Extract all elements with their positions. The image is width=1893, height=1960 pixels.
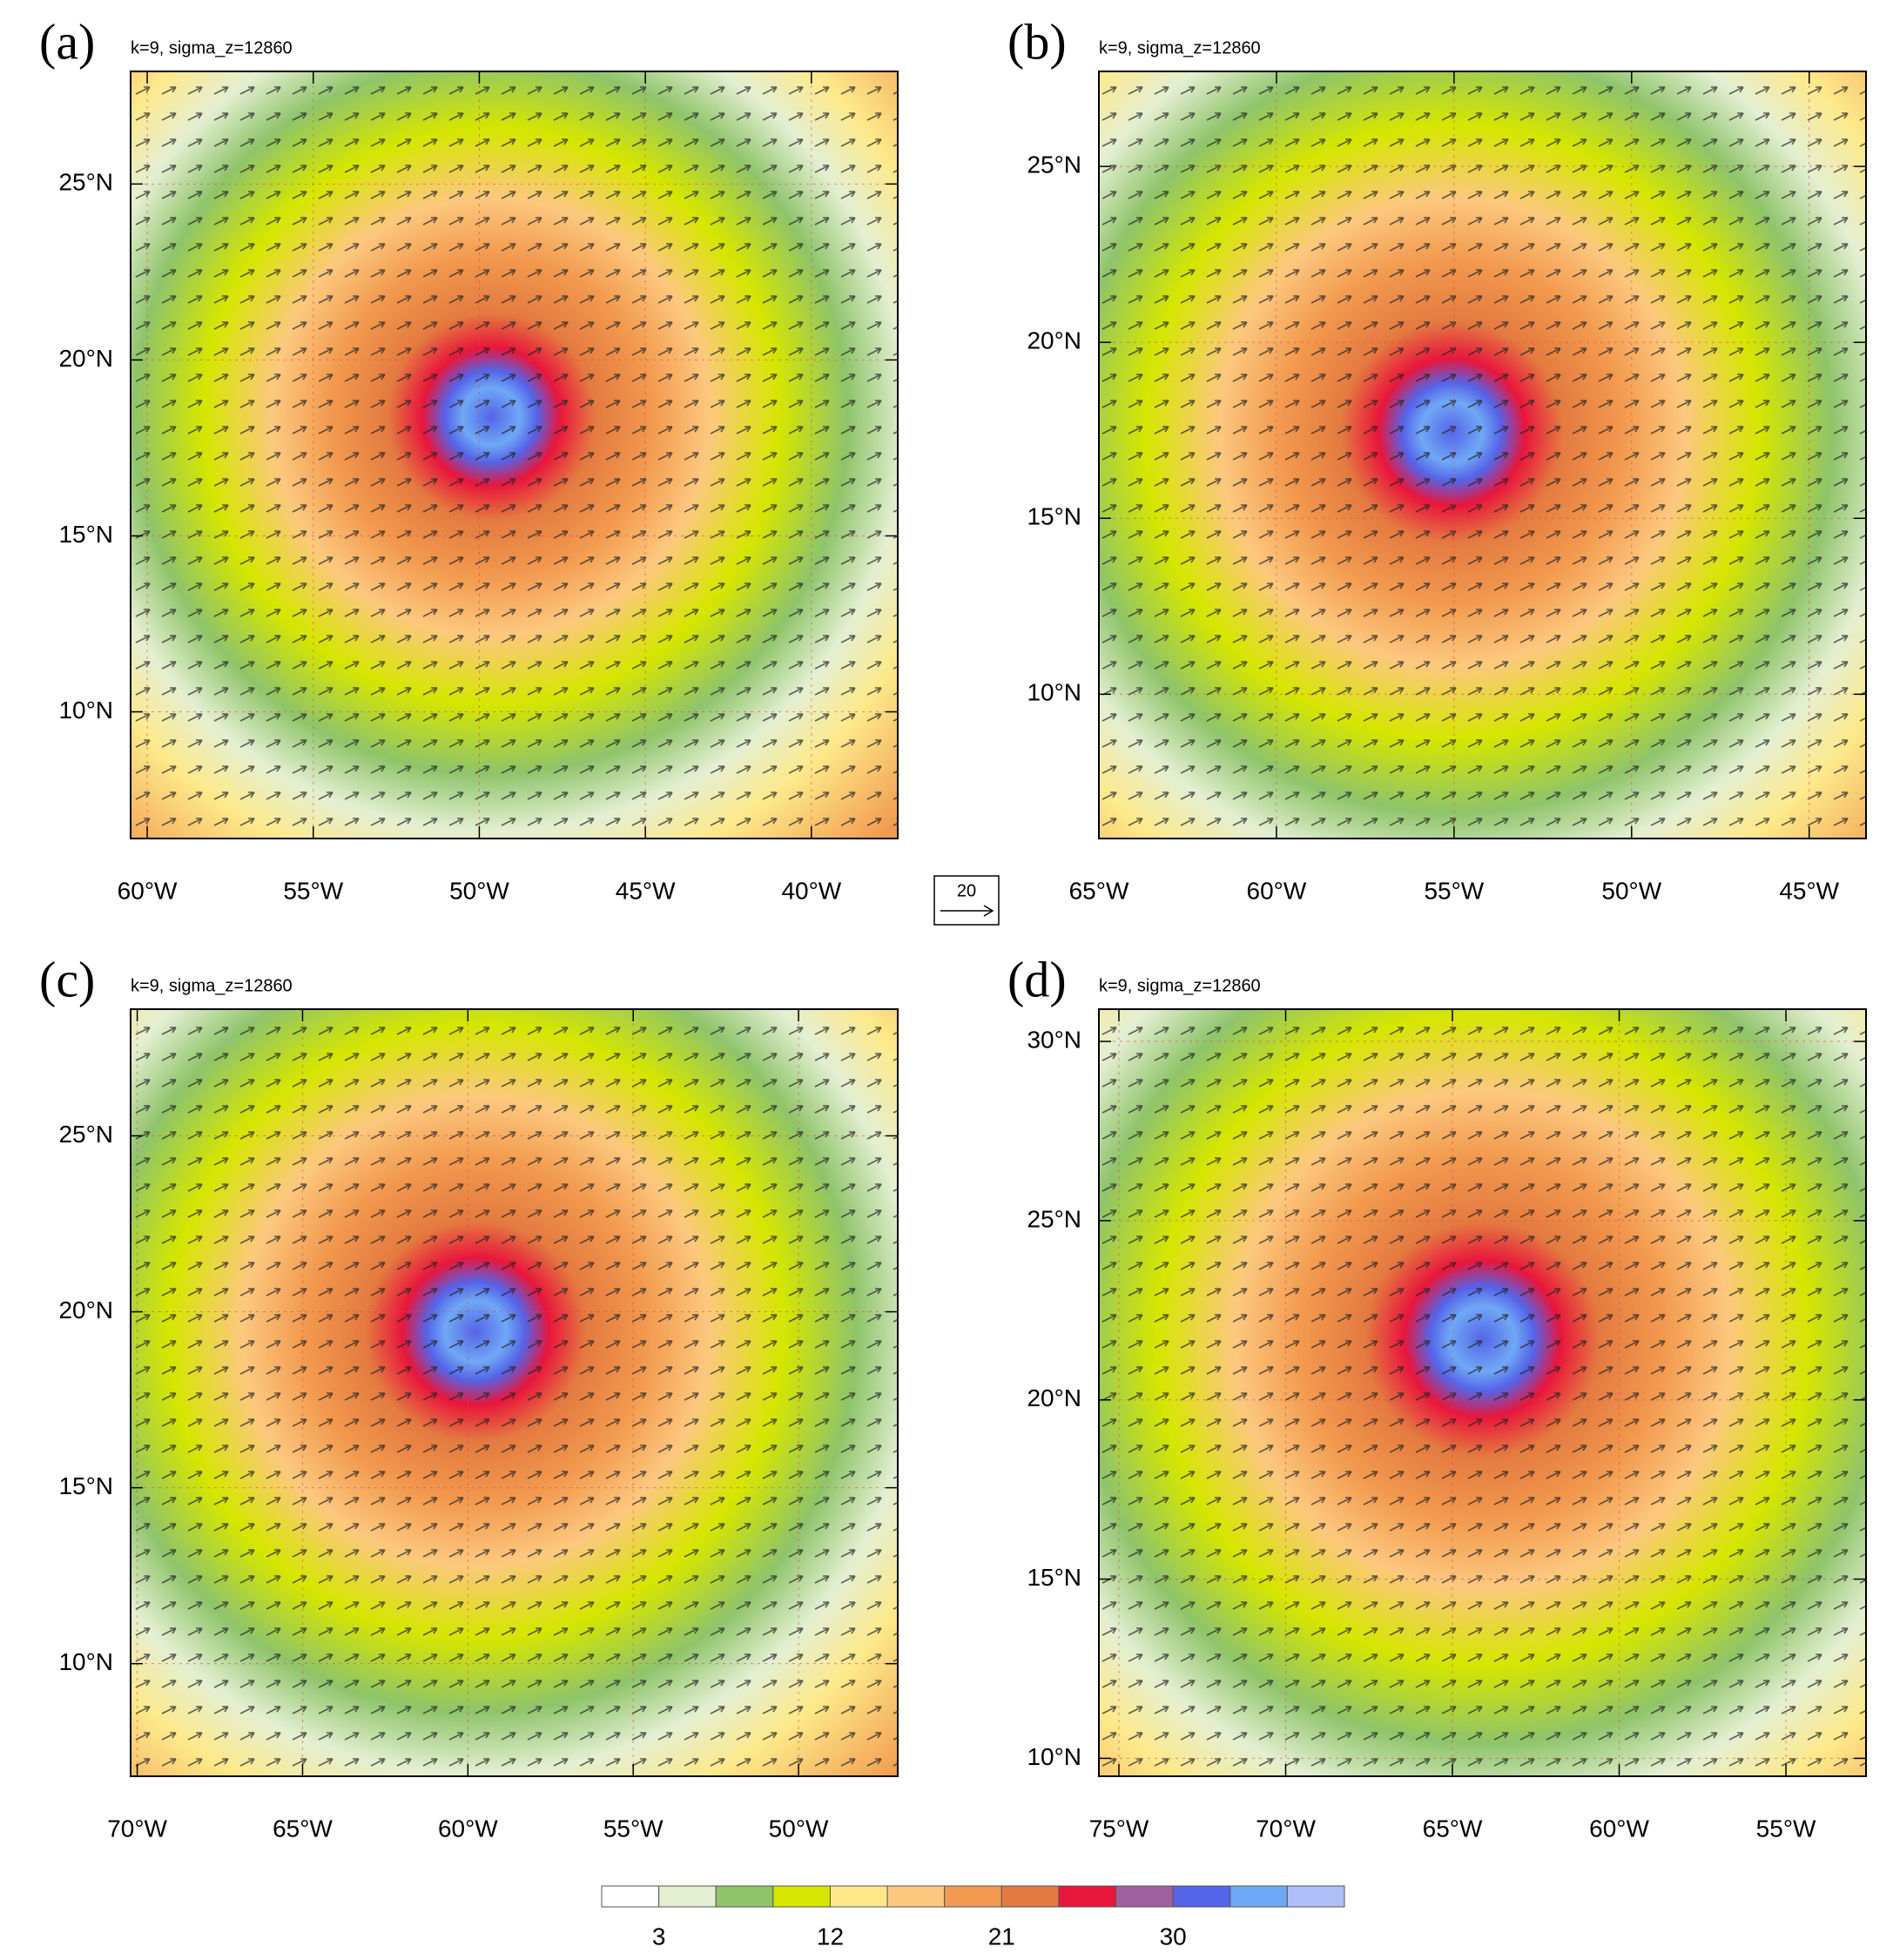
wind-vectors — [131, 71, 898, 839]
map-panel: 60°W 55°W 50°W 45°W 40°W 10°N 15°N 20°N 25°N (a) k… — [39, 13, 899, 904]
y-tick-label: 20°N — [58, 1297, 113, 1324]
colorbar-box — [944, 1885, 1002, 1908]
x-tick-label: 55°W — [1424, 877, 1484, 904]
colorbar-box — [772, 1885, 831, 1908]
y-tick-label: 25°N — [58, 169, 113, 196]
y-tick-label: 10°N — [1027, 1743, 1081, 1770]
colorbar-box — [1286, 1885, 1345, 1908]
wind-vectors — [1099, 1009, 1866, 1776]
x-tick-label: 60°W — [438, 1815, 498, 1842]
map-panel: 75°W 70°W 65°W 60°W 55°W 10°N 15°N 20°N 25°N 30°N… — [1007, 951, 1867, 1842]
x-tick-label: 60°W — [118, 877, 178, 904]
x-tick-label: 50°W — [769, 1815, 829, 1842]
colorbar-tick-label: 12 — [817, 1923, 844, 1950]
x-tick-label: 65°W — [273, 1815, 333, 1842]
reference-vector-label: 20 — [957, 881, 976, 900]
colorbar-box — [1115, 1885, 1174, 1908]
plot-frame — [1098, 71, 1867, 839]
x-tick-label: 65°W — [1069, 877, 1129, 904]
wind-vectors — [131, 1009, 898, 1776]
plot-frame — [130, 1008, 899, 1777]
x-tick-label: 70°W — [1256, 1815, 1316, 1842]
x-tick-label: 65°W — [1423, 1815, 1483, 1842]
panel-subtitle: k=9, sigma_z=12860 — [131, 976, 293, 995]
y-tick-label: 15°N — [1027, 1564, 1081, 1591]
map-panel: 70°W 65°W 60°W 55°W 50°W 10°N 15°N 20°N 25°N (c) k… — [39, 951, 899, 1842]
colorbar-tick-label: 21 — [988, 1923, 1015, 1950]
x-tick-label: 60°W — [1247, 877, 1307, 904]
panel-subtitle: k=9, sigma_z=12860 — [1099, 38, 1261, 57]
plot-frame — [130, 71, 899, 839]
x-tick-label: 45°W — [1779, 877, 1839, 904]
colorbar-box — [886, 1885, 946, 1908]
colorbar-box — [658, 1885, 717, 1908]
panel-label: (a) — [39, 13, 95, 70]
colorbar-box — [829, 1885, 888, 1908]
y-tick-label: 10°N — [58, 1648, 113, 1675]
y-tick-label: 20°N — [1027, 1384, 1081, 1411]
y-tick-label: 10°N — [58, 697, 113, 724]
x-tick-label: 50°W — [1601, 877, 1661, 904]
colorbar-box — [1058, 1885, 1117, 1908]
x-tick-label: 50°W — [449, 877, 509, 904]
x-tick-label: 55°W — [1756, 1815, 1816, 1842]
x-tick-label: 70°W — [107, 1815, 167, 1842]
colorbar-box — [1229, 1885, 1288, 1908]
colorbar-box — [715, 1885, 774, 1908]
panel-subtitle: k=9, sigma_z=12860 — [1099, 976, 1261, 995]
reference-vector: 20 — [933, 875, 1000, 926]
panel-label: (d) — [1007, 951, 1067, 1007]
colorbar-box — [1000, 1885, 1060, 1908]
y-tick-label: 15°N — [58, 1472, 113, 1499]
colorbar-tick-label: 3 — [652, 1923, 666, 1950]
map-panel: 65°W 60°W 55°W 50°W 45°W 10°N 15°N 20°N 25°N (b) k… — [1007, 13, 1867, 904]
y-tick-label: 15°N — [1027, 503, 1081, 530]
y-tick-label: 20°N — [58, 345, 113, 372]
colorbar-box — [601, 1885, 660, 1908]
panel-label: (b) — [1007, 13, 1067, 70]
panel-label: (c) — [39, 951, 95, 1007]
panel-subtitle: k=9, sigma_z=12860 — [131, 38, 293, 57]
y-tick-label: 25°N — [58, 1121, 113, 1148]
x-tick-label: 45°W — [616, 877, 676, 904]
y-tick-label: 10°N — [1027, 679, 1081, 706]
y-tick-label: 30°N — [1027, 1026, 1081, 1053]
x-tick-label: 60°W — [1589, 1815, 1649, 1842]
x-tick-label: 75°W — [1089, 1815, 1149, 1842]
y-tick-label: 15°N — [58, 521, 113, 548]
plot-frame — [1098, 1008, 1867, 1777]
colorbar-box — [1172, 1885, 1231, 1908]
y-tick-label: 25°N — [1027, 1205, 1081, 1232]
y-tick-label: 20°N — [1027, 327, 1081, 354]
colorbar-tick-label: 30 — [1160, 1923, 1187, 1950]
y-tick-label: 25°N — [1027, 152, 1081, 178]
x-tick-label: 55°W — [603, 1815, 664, 1842]
x-tick-label: 40°W — [781, 877, 841, 904]
x-tick-label: 55°W — [283, 877, 343, 904]
wind-vectors — [1099, 71, 1866, 839]
